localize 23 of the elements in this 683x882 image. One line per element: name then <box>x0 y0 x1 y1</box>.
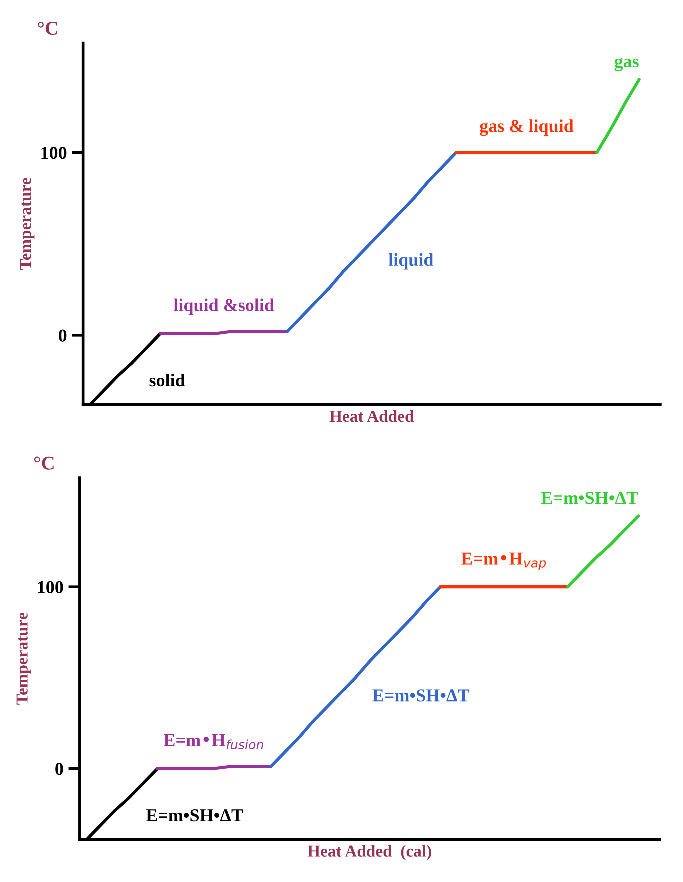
y-tick-label: 0 <box>59 330 67 342</box>
chart-title: °C <box>34 456 54 470</box>
y-tick-label: 100 <box>42 147 67 160</box>
annotation: solid <box>150 374 186 387</box>
y-tick-label: 0 <box>56 763 64 776</box>
annotation: liquid &solid <box>174 298 274 316</box>
x-axis-title: Heat Added <box>330 410 414 422</box>
line-series <box>596 78 641 154</box>
annotation: E=m•SH•ΔT <box>372 690 470 702</box>
annotation: liquid <box>388 253 434 270</box>
annotation: E=m•SH•ΔT <box>146 810 244 822</box>
x-axis-title: Heat Added (cal) <box>308 845 432 860</box>
annotation: gas & liquid <box>480 120 574 136</box>
line-series <box>286 151 458 334</box>
y-axis-title: Temperature <box>16 612 32 705</box>
y-axis-title: Temperature <box>20 178 35 270</box>
annotation: gas <box>614 58 639 72</box>
annotation: E=m•H$_{fusion}$ <box>164 734 264 750</box>
chart-title: °C <box>38 22 58 36</box>
annotation: E=m•H$_{vap}$ <box>461 552 546 570</box>
y-tick-label: 100 <box>38 581 64 594</box>
line-series <box>566 514 640 589</box>
annotation: E=m•SH•ΔT <box>541 492 638 504</box>
